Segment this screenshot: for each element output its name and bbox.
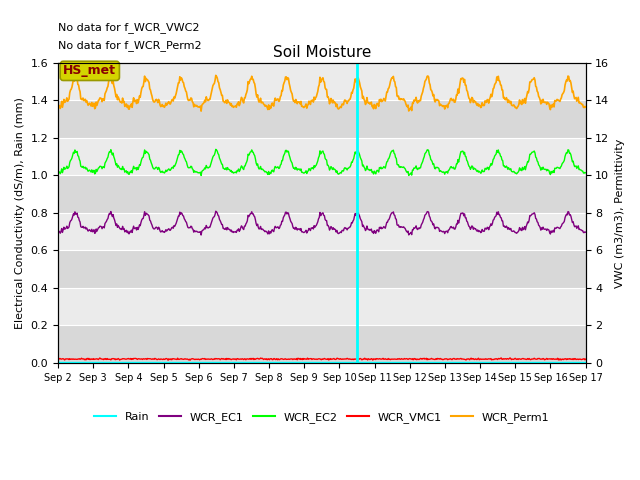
Bar [58, 288, 586, 325]
Bar [58, 100, 586, 138]
Bar [58, 213, 586, 251]
Bar [58, 175, 586, 213]
Bar [58, 251, 586, 288]
Bar [58, 138, 586, 175]
Bar [58, 63, 586, 100]
Bar [58, 325, 586, 363]
Y-axis label: VWC (m3/m3), Permittivity: VWC (m3/m3), Permittivity [615, 138, 625, 288]
Text: HS_met: HS_met [63, 64, 116, 77]
Legend: Rain, WCR_EC1, WCR_EC2, WCR_VMC1, WCR_Perm1: Rain, WCR_EC1, WCR_EC2, WCR_VMC1, WCR_Pe… [90, 408, 554, 427]
Y-axis label: Electrical Conductivity (dS/m), Rain (mm): Electrical Conductivity (dS/m), Rain (mm… [15, 97, 25, 329]
Text: No data for f_WCR_Perm2: No data for f_WCR_Perm2 [58, 40, 202, 51]
Text: No data for f_WCR_VWC2: No data for f_WCR_VWC2 [58, 22, 200, 33]
Title: Soil Moisture: Soil Moisture [273, 45, 371, 60]
